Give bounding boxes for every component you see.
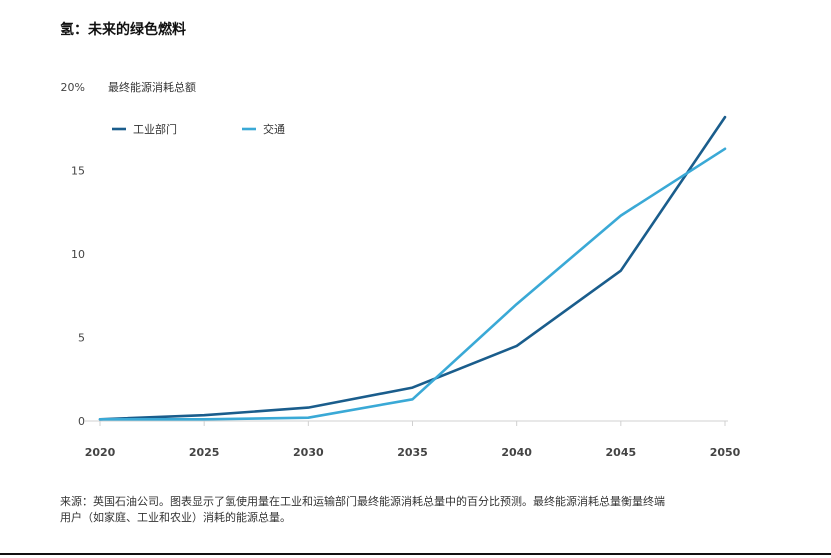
series-line-industry: [98, 115, 727, 421]
chart-area: 2020 2025 2030 2035 2040 2045 2050 0 5 10 15 20% 最终能…: [61, 80, 741, 459]
source-note-line-2: 用户（如家庭、工业和农业）消耗的能源总量。: [60, 511, 291, 524]
y-tick-label: 10: [71, 248, 85, 261]
line-chart: 2020 2025 2030 2035 2040 2045 2050 0 5 10 15 20% 最终能…: [61, 80, 741, 459]
source-note-line-1: 来源：英国石油公司。图表显示了氢使用量在工业和运输部门最终能源消耗总量中的百分比…: [60, 495, 665, 508]
legend-label: 交通: [263, 122, 285, 136]
x-tick-label: 2045: [606, 446, 637, 459]
series-layer: [98, 115, 727, 421]
y-tick-label: 0: [78, 415, 85, 428]
axes: 2020 2025 2030 2035 2040 2045 2050 0 5 10 15 20% 最终能…: [61, 80, 741, 459]
x-tick-label: 2035: [397, 446, 428, 459]
y-axis-label: 最终能源消耗总额: [108, 80, 196, 94]
series-line-transport: [98, 147, 727, 421]
x-tick-label: 2040: [501, 446, 532, 459]
y-tick-label: 20%: [61, 81, 85, 94]
x-tick-label: 2030: [293, 446, 324, 459]
chart-title: 氢：未来的绿色燃料: [60, 22, 186, 38]
x-tick-label: 2050: [710, 446, 741, 459]
x-tick-label: 2025: [189, 446, 220, 459]
y-tick-label: 5: [78, 332, 85, 345]
legend: 工业部门 交通: [112, 122, 285, 136]
source-note: 来源：英国石油公司。图表显示了氢使用量在工业和运输部门最终能源消耗总量中的百分比…: [60, 494, 760, 526]
legend-label: 工业部门: [133, 122, 177, 136]
bottom-rule: [0, 553, 831, 555]
x-tick-label: 2020: [85, 446, 116, 459]
y-tick-label: 15: [71, 165, 85, 178]
